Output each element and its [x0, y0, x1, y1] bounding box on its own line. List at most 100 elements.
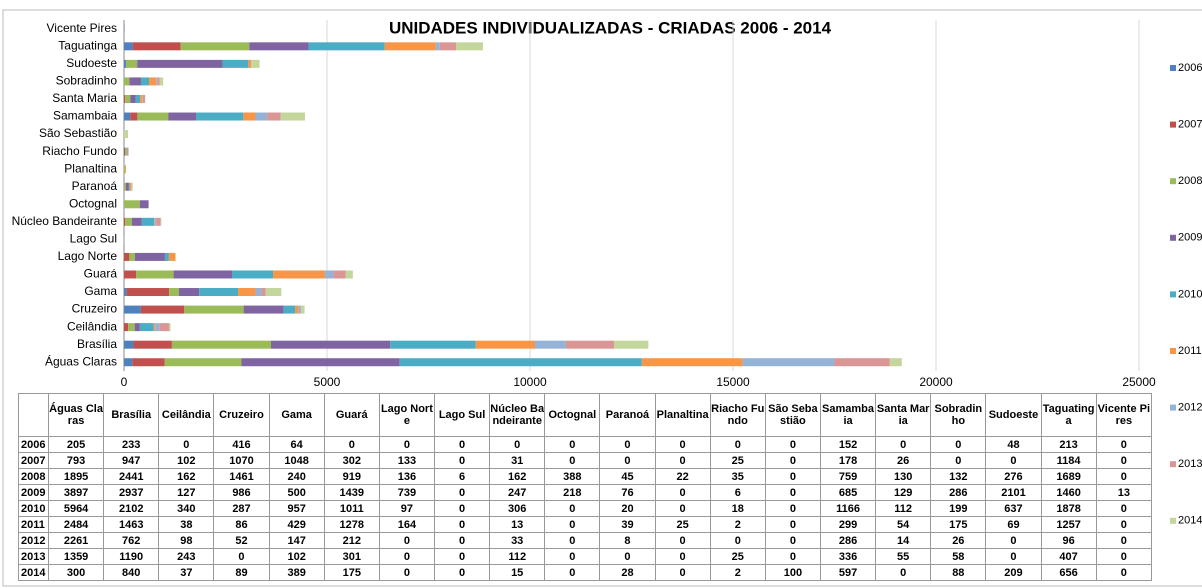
- bar-segment: [131, 182, 133, 191]
- table-cell: 0: [433, 452, 491, 469]
- table-cell: 97: [378, 500, 435, 517]
- table-cell: 213: [1040, 436, 1097, 453]
- bar-segment: [255, 112, 268, 121]
- bar-segment: [273, 270, 325, 279]
- table-cell: 286: [819, 532, 877, 549]
- table-cell: 136: [378, 468, 435, 485]
- legend-label: 2008: [1178, 175, 1202, 187]
- table-cell: 164: [378, 516, 435, 533]
- table-cell: 1257: [1040, 516, 1097, 533]
- table-row: 2008 1895 2441 162 1461 240 919 136 6 162 388 45 22 3…: [18, 468, 1153, 485]
- bar-segment: [134, 323, 140, 332]
- bar-segment: [124, 323, 129, 332]
- table-cell: 25: [654, 516, 711, 533]
- bar-segment: [124, 24, 125, 33]
- bar-segment: [248, 59, 252, 68]
- bar-segment: [298, 305, 301, 314]
- table-cell: 1048: [268, 452, 325, 469]
- bar-segment: [130, 94, 136, 103]
- table-cell: 0: [709, 532, 766, 549]
- bar-segment: [238, 288, 256, 297]
- bar-segment: [137, 112, 169, 121]
- table-cell: 199: [930, 500, 987, 517]
- table-row: 2013 1359 1190 243 0 102 301 0 0 112 0 0 0 25 0 336 55 58…: [18, 548, 1153, 565]
- bar-segment: [173, 270, 232, 279]
- table-cell: 306: [489, 500, 546, 517]
- bar-segment: [124, 252, 130, 261]
- table-cell: 0: [654, 500, 711, 517]
- y-tick-label: Águas Claras: [45, 353, 117, 368]
- data-table: Águas Claras Brasília Ceilândia Cruzeiro Gam…: [18, 393, 1153, 581]
- bar-segment: [889, 358, 902, 367]
- legend-swatch: [1170, 517, 1176, 524]
- table-header: Lago Norte: [378, 393, 435, 437]
- bar-segment: [139, 323, 154, 332]
- legend-swatch: [1170, 404, 1176, 411]
- table-header: Guará: [323, 393, 380, 437]
- table-cell: 0: [985, 548, 1042, 565]
- table-cell: 1278: [323, 516, 380, 533]
- legend-label: 2007: [1178, 119, 1202, 131]
- table-row-label: 2013: [18, 548, 49, 565]
- table-cell: 243: [158, 548, 215, 565]
- bar-segment: [133, 340, 172, 349]
- table-cell: 1439: [323, 484, 380, 501]
- table-cell: 0: [433, 436, 491, 453]
- table-cell: 986: [213, 484, 270, 501]
- table-cell: 233: [103, 436, 160, 453]
- table-cell: 25: [709, 452, 766, 469]
- bar-segment: [124, 59, 126, 68]
- bar-segment: [154, 217, 155, 226]
- y-tick-label: Lago Norte: [58, 249, 118, 263]
- bar-segment: [142, 94, 146, 103]
- table-cell: 1689: [1040, 468, 1097, 485]
- table-cell: 209: [985, 564, 1042, 581]
- x-tick-label: 5000: [314, 375, 341, 389]
- bar-segment: [271, 340, 391, 349]
- table-cell: 0: [158, 436, 215, 453]
- table-cell: 762: [103, 532, 160, 549]
- table-cell: 132: [930, 468, 987, 485]
- table-cell: 1070: [213, 452, 270, 469]
- table-cell: 0: [875, 436, 932, 453]
- table-cell: 2261: [47, 532, 105, 549]
- table-cell: 52: [213, 532, 270, 549]
- table-cell: 0: [1095, 532, 1153, 549]
- bar-segment: [641, 358, 743, 367]
- bar-segment: [155, 323, 160, 332]
- table-cell: 286: [930, 484, 987, 501]
- bar-segment: [399, 358, 642, 367]
- table-cell: 0: [985, 452, 1042, 469]
- table-header: Lago Sul: [433, 393, 491, 437]
- table-cell: 0: [930, 436, 987, 453]
- table-cell: 2484: [47, 516, 105, 533]
- table-cell: 0: [599, 548, 656, 565]
- table-cell: 76: [599, 484, 656, 501]
- bar-segment: [156, 217, 161, 226]
- table-row-label: 2011: [18, 516, 49, 533]
- table-cell: 0: [1095, 564, 1153, 581]
- table-cell: 162: [158, 468, 215, 485]
- table-cell: 0: [1095, 436, 1153, 453]
- bar-segment: [308, 42, 385, 51]
- y-tick-label: Samambaia: [53, 109, 117, 123]
- table-cell: 407: [1040, 548, 1097, 565]
- bar-segment: [456, 42, 483, 51]
- bar-segment: [168, 252, 176, 261]
- bar-segment: [565, 340, 615, 349]
- table-header: Vicente Pires: [1095, 393, 1153, 437]
- table-cell: 759: [819, 468, 877, 485]
- table-cell: 69: [985, 516, 1042, 533]
- table-cell: 98: [158, 532, 215, 549]
- bar-segment: [124, 77, 130, 86]
- bar-segment: [384, 42, 436, 51]
- table-cell: 96: [1040, 532, 1097, 549]
- table-cell: 947: [103, 452, 160, 469]
- bar-segment: [164, 252, 169, 261]
- table-cell: 0: [654, 548, 711, 565]
- bar-segment: [534, 340, 566, 349]
- table-cell: 1166: [819, 500, 877, 517]
- bar-segment: [345, 270, 353, 279]
- bar-segment: [129, 182, 132, 191]
